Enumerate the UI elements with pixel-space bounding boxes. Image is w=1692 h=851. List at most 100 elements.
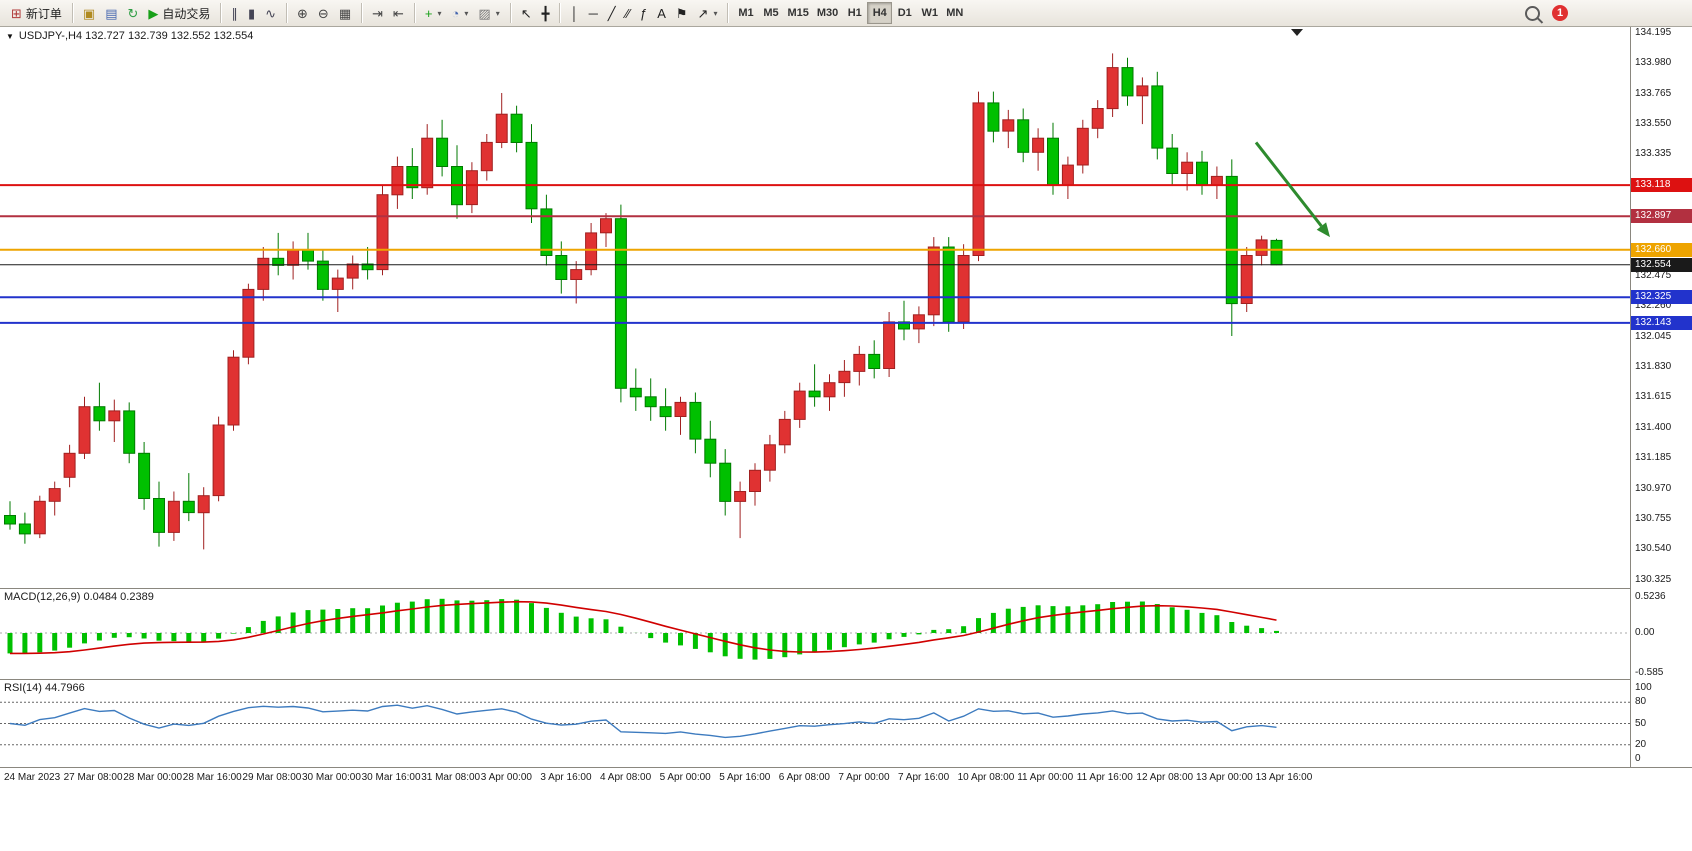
new-order-button[interactable]: ⊞ 新订单: [6, 2, 67, 24]
candle-body: [108, 410, 121, 422]
auto-scroll-icon[interactable]: ⇥: [367, 2, 388, 24]
bar-chart-icon[interactable]: ∥: [226, 2, 243, 24]
cursor-icon[interactable]: ↖: [516, 2, 537, 24]
timeframe-h1[interactable]: H1: [842, 2, 867, 24]
time-tick: 11 Apr 16:00: [1076, 772, 1133, 783]
timeframe-mn[interactable]: MN: [942, 2, 967, 24]
rsi-pane[interactable]: [0, 680, 1630, 766]
candle-body: [674, 401, 687, 417]
periods-icon[interactable]: ◔ ▾: [447, 2, 474, 24]
line-chart-icon[interactable]: ∿: [260, 2, 281, 24]
text-icon: A: [657, 5, 666, 21]
text-icon[interactable]: A: [652, 2, 671, 24]
search-icon[interactable]: [1525, 5, 1540, 21]
candle-body: [778, 418, 791, 446]
notification-badge[interactable]: 1: [1552, 5, 1568, 21]
scroll-to-end-marker[interactable]: [1291, 29, 1303, 36]
candle-body: [257, 257, 270, 290]
candle-body: [1032, 137, 1045, 153]
candle-body: [1225, 175, 1238, 305]
time-tick: 5 Apr 00:00: [659, 772, 711, 783]
candle-body: [1196, 161, 1208, 186]
toolbar-separator: [220, 3, 222, 23]
trend-arrow-annotation[interactable]: [1254, 141, 1323, 228]
zoom-in-icon[interactable]: ⊕: [292, 2, 313, 24]
new-chart-icon[interactable]: ▣: [78, 2, 100, 24]
candle-body: [272, 257, 285, 266]
rsi-tick: 0: [1635, 753, 1641, 764]
timeframe-w1[interactable]: W1: [917, 2, 942, 24]
candle-body: [182, 500, 195, 514]
autotrading-button[interactable]: ▶ 自动交易: [143, 2, 215, 24]
new-order-button-label: 新订单: [25, 6, 62, 21]
price-tick: 130.755: [1635, 513, 1672, 524]
fibonacci-icon: ƒ: [639, 5, 648, 21]
fibonacci-icon[interactable]: ƒ: [635, 2, 652, 24]
pane-separator[interactable]: [0, 679, 1692, 680]
pane-separator[interactable]: [0, 588, 1692, 589]
label-icon[interactable]: ⚑: [671, 2, 693, 24]
candle-body: [1136, 85, 1149, 97]
vertical-line-icon: │: [570, 5, 579, 21]
macd-pane[interactable]: [0, 589, 1630, 679]
candle-body: [1106, 67, 1119, 110]
candle-body: [1270, 239, 1283, 266]
vertical-line-icon[interactable]: │: [565, 2, 583, 24]
candle-body: [465, 170, 478, 206]
candle-body: [1121, 67, 1134, 97]
channel-icon: ∕∕: [625, 5, 630, 21]
trendline-icon[interactable]: ╱: [603, 2, 621, 24]
timeframe-m15[interactable]: M15: [783, 2, 812, 24]
timeframe-m30[interactable]: M30: [813, 2, 842, 24]
price-tick: 133.335: [1635, 148, 1672, 160]
symbol-ohlc-text: USDJPY-,H4 132.727 132.739 132.552 132.5…: [18, 30, 254, 42]
candle-body: [808, 390, 821, 398]
time-tick: 28 Mar 16:00: [182, 772, 242, 783]
periods-icon: ◔: [451, 5, 460, 21]
price-chart-pane[interactable]: [0, 27, 1630, 588]
candle-body: [838, 370, 851, 384]
candle-body: [1240, 255, 1253, 304]
price-tick: 133.550: [1635, 118, 1672, 130]
candle-body: [644, 396, 657, 408]
candle-body: [138, 452, 151, 499]
timeframe-d1[interactable]: D1: [892, 2, 917, 24]
candle-body: [1210, 175, 1223, 186]
candle-body: [48, 488, 61, 502]
candle-body: [1047, 137, 1059, 186]
refresh-icon[interactable]: ↻: [123, 2, 144, 24]
crosshair-icon[interactable]: ╋: [537, 2, 555, 24]
chevron-down-icon[interactable]: ▼: [6, 31, 14, 41]
horizontal-line-icon[interactable]: ─: [584, 2, 603, 24]
candle-body: [391, 166, 404, 196]
candlestick-chart-icon[interactable]: ▮: [243, 2, 260, 24]
candle-body: [4, 515, 16, 525]
chevron-down-icon: ▾: [437, 8, 442, 18]
price-tick: 133.980: [1635, 57, 1672, 69]
arrows-icon[interactable]: ↗ ▾: [693, 2, 723, 24]
chart-shift-icon[interactable]: ⇤: [388, 2, 409, 24]
time-tick: 5 Apr 16:00: [719, 772, 771, 783]
timeframe-m5[interactable]: M5: [758, 2, 783, 24]
candle-body: [1017, 119, 1030, 153]
tile-windows-icon[interactable]: ▦: [334, 2, 356, 24]
time-axis[interactable]: 24 Mar 2023 27 Mar 08:00 28 Mar 00:00 28 Ma…: [0, 767, 1692, 794]
candle-body: [793, 390, 806, 420]
macd-signal-line: [10, 600, 1277, 655]
price-tick: 131.830: [1635, 361, 1672, 373]
profiles-icon[interactable]: ▤: [100, 2, 122, 24]
price-axis[interactable]: 134.195 133.980 133.765 133.550 133.335 132.4…: [1630, 27, 1692, 767]
chevron-down-icon: ▾: [713, 8, 718, 18]
time-tick: 24 Mar 2023: [4, 772, 61, 783]
zoom-in-icon: ⊕: [297, 5, 308, 21]
candle-body: [600, 218, 612, 234]
templates-icon[interactable]: ▨ ▾: [473, 2, 504, 24]
timeframe-h4[interactable]: H4: [867, 2, 893, 24]
channel-icon[interactable]: ∕∕: [621, 2, 635, 24]
candle-body: [421, 137, 434, 189]
timeframe-m1[interactable]: M1: [733, 2, 758, 24]
indicators-icon[interactable]: + ▾: [420, 2, 447, 24]
zoom-out-icon[interactable]: ⊖: [313, 2, 334, 24]
macd-tick: -0.585: [1635, 666, 1664, 678]
candle-body: [197, 495, 210, 514]
